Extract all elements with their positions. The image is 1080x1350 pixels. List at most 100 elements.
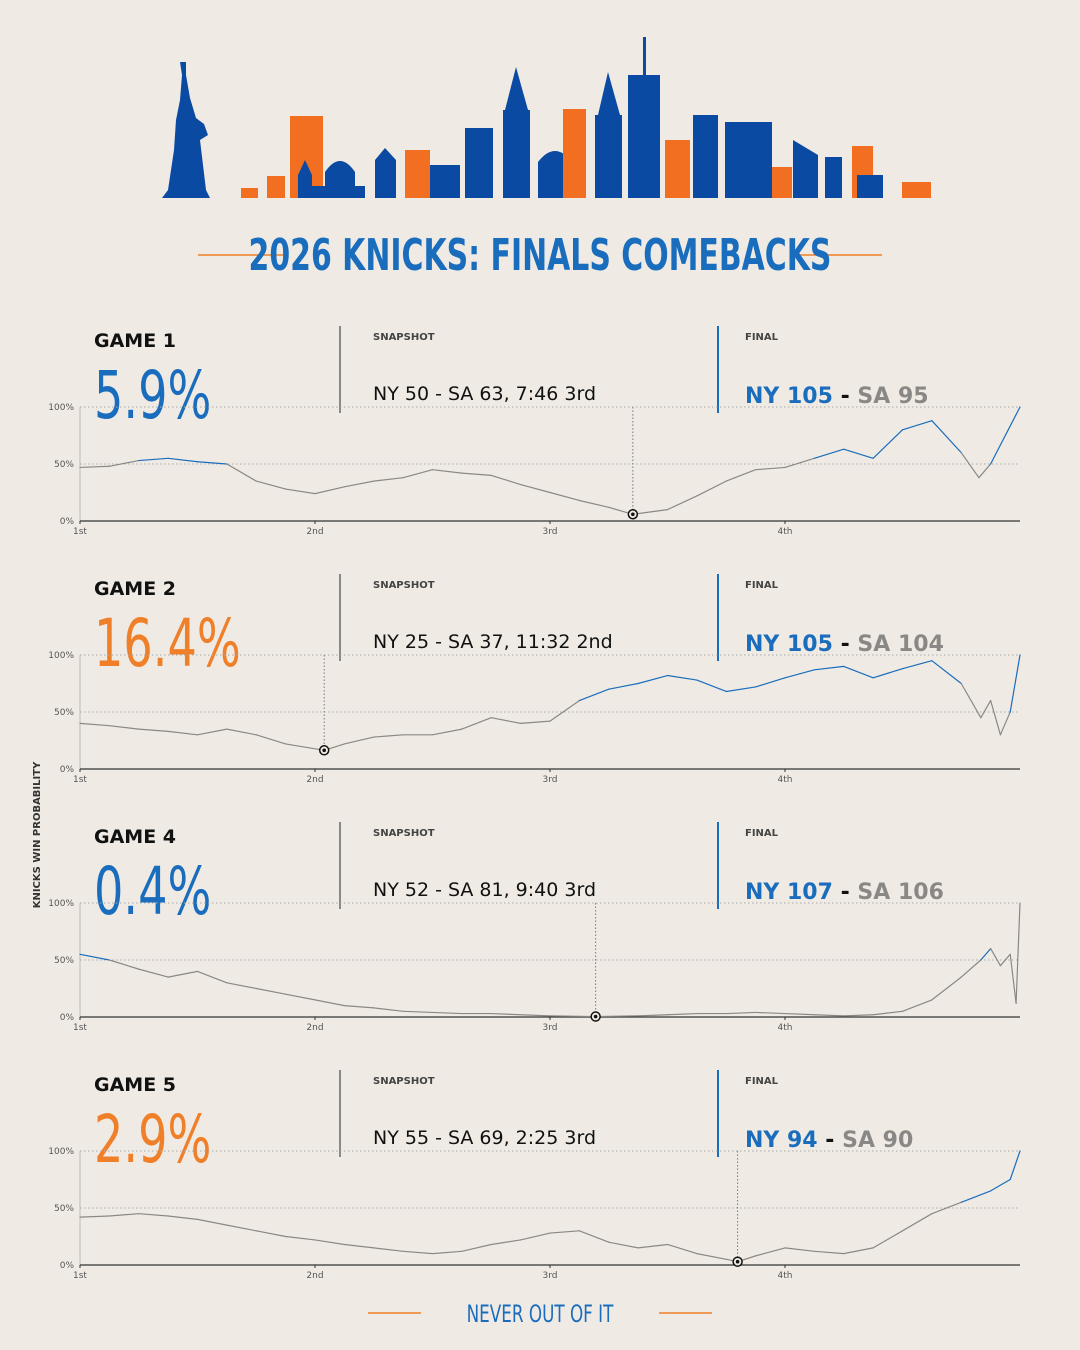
win-probability-line [1015,902,1021,1004]
win-probability-line [872,1010,904,1016]
win-probability-line [784,1247,815,1252]
away-score: SA 106 [857,880,943,905]
y-tick-label: 0% [60,1261,75,1271]
y-tick-label: 100% [48,403,74,413]
win-probability-line [138,968,169,978]
game-title: GAME 5 [94,1074,176,1096]
page-title: 2026 KNICKS: FINALS COMEBACKS [249,229,832,280]
y-tick-label: 100% [48,651,74,661]
win-probability-line [431,728,463,736]
win-probability-line [285,488,316,495]
win-probability-line [226,1224,257,1232]
snapshot-text: NY 25 - SA 37, 11:32 2nd [373,631,613,653]
home-score: NY 94 [745,1128,818,1153]
away-score: SA 90 [842,1128,913,1153]
game-panel: GAME 1 5.9% SNAPSHOT NY 50 - SA 63, 7:46 3r… [48,326,1021,537]
final-score: NY 105 - SA 95 [745,384,929,409]
win-probability-line [138,728,169,732]
x-tick-label: 4th [778,1271,793,1281]
win-probability-line [901,1213,933,1232]
away-score: SA 104 [857,632,943,657]
win-probability-line [931,976,962,1001]
win-probability-line [960,959,982,978]
win-probability-line [696,480,727,497]
x-tick-label: 1st [73,775,87,785]
win-probability-line [255,734,287,745]
win-probability-line [755,1011,786,1015]
x-tick-label: 3rd [543,775,558,785]
game-title: GAME 4 [94,826,176,848]
low-point-value: 0.4% [94,854,211,930]
win-probability-line [108,1213,140,1217]
win-probability-line [696,1252,727,1260]
y-tick-label: 50% [54,460,74,470]
x-tick-label: 1st [73,1271,87,1281]
win-probability-line [637,1243,669,1249]
low-point-value: 2.9% [94,1102,211,1178]
win-probability-line [578,688,610,702]
win-probability-line [314,999,345,1007]
score-separator: - [841,384,850,409]
snapshot-heading: SNAPSHOT [373,828,435,839]
win-probability-line [901,660,933,670]
win-probability-line [461,717,492,730]
snapshot-text: NY 50 - SA 63, 7:46 3rd [373,383,596,405]
win-probability-line [980,947,992,961]
snapshot-heading: SNAPSHOT [373,580,435,591]
win-probability-line [931,420,962,454]
win-probability-line [490,717,522,725]
win-probability-line [784,457,815,469]
win-probability-line [373,734,404,738]
win-probability-line [872,668,904,679]
win-probability-line [813,1014,845,1017]
win-probability-line [255,480,287,490]
snapshot-marker-dot [593,1014,598,1019]
win-probability-line [608,1241,639,1249]
win-probability-line [978,463,992,479]
x-tick-label: 3rd [543,527,558,537]
win-probability-line [980,699,992,719]
win-probability-line [549,1015,597,1018]
footer: NEVER OUT OF IT [467,1300,614,1328]
win-probability-line [490,1012,522,1016]
win-probability-line [196,970,228,984]
win-probability-line [226,463,257,482]
x-tick-label: 2nd [306,527,323,537]
win-probability-line [843,1014,874,1017]
x-tick-label: 1st [73,527,87,537]
win-probability-line [843,1247,874,1255]
win-probability-line [255,987,287,995]
low-point-value: 16.4% [94,606,241,682]
win-probability-line [578,499,610,508]
snapshot-marker-dot [735,1259,740,1264]
x-tick-label: 2nd [306,1023,323,1033]
away-score: SA 95 [857,384,928,409]
win-probability-line [725,1011,757,1015]
game-title: GAME 2 [94,578,176,600]
win-probability-line [784,669,815,679]
win-probability-line [784,1012,815,1016]
win-probability-line [520,483,551,494]
skyline [162,37,931,198]
win-probability-line [813,665,845,671]
win-probability-line [549,699,580,722]
x-tick-label: 1st [73,1023,87,1033]
win-probability-line [990,406,1021,465]
win-probability-line [108,959,140,970]
win-probability-line [931,1201,962,1215]
win-probability-line [666,674,698,681]
win-probability-line [725,686,757,693]
win-probability-line [490,1239,522,1246]
win-probability-line [461,472,492,476]
win-probability-line [196,1218,228,1226]
win-probability-line [1009,1150,1021,1181]
snapshot-text: NY 55 - SA 69, 2:25 3rd [373,1127,596,1149]
win-probability-line [314,486,345,495]
win-probability-line [138,457,169,462]
win-probability-line [314,1239,345,1246]
win-probability-line [1009,654,1021,713]
x-tick-label: 2nd [306,775,323,785]
win-probability-line [431,1250,463,1255]
score-separator: - [841,632,850,657]
